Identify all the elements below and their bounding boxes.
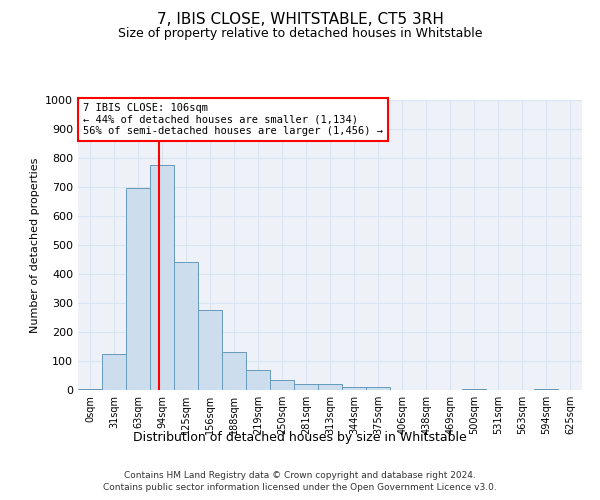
Bar — [198, 310, 223, 390]
Bar — [366, 387, 390, 390]
Bar — [462, 388, 486, 390]
Bar — [127, 188, 150, 390]
Bar — [270, 380, 294, 390]
Bar — [319, 384, 342, 390]
Bar — [78, 388, 102, 390]
Bar — [342, 387, 366, 390]
Text: Contains public sector information licensed under the Open Government Licence v3: Contains public sector information licen… — [103, 484, 497, 492]
Text: 7, IBIS CLOSE, WHITSTABLE, CT5 3RH: 7, IBIS CLOSE, WHITSTABLE, CT5 3RH — [157, 12, 443, 28]
Text: Contains HM Land Registry data © Crown copyright and database right 2024.: Contains HM Land Registry data © Crown c… — [124, 471, 476, 480]
Bar — [294, 384, 319, 390]
Bar — [174, 262, 198, 390]
Text: 7 IBIS CLOSE: 106sqm
← 44% of detached houses are smaller (1,134)
56% of semi-de: 7 IBIS CLOSE: 106sqm ← 44% of detached h… — [83, 103, 383, 136]
Bar — [150, 166, 174, 390]
Text: Size of property relative to detached houses in Whitstable: Size of property relative to detached ho… — [118, 28, 482, 40]
Text: Distribution of detached houses by size in Whitstable: Distribution of detached houses by size … — [133, 431, 467, 444]
Bar — [535, 388, 558, 390]
Bar — [102, 354, 127, 390]
Bar — [223, 352, 246, 390]
Bar — [246, 370, 270, 390]
Y-axis label: Number of detached properties: Number of detached properties — [29, 158, 40, 332]
